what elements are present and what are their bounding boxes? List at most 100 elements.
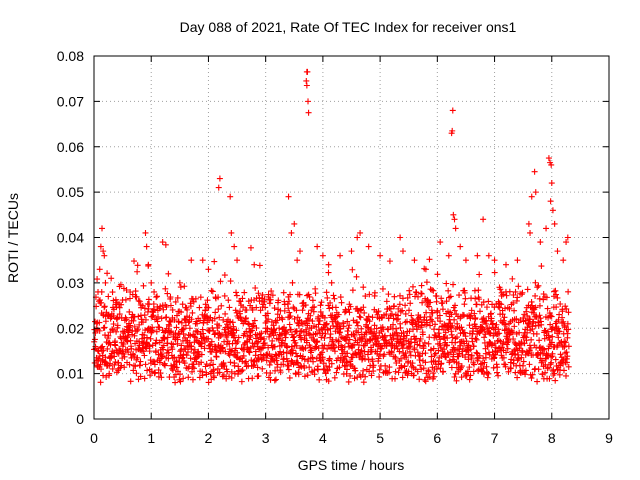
data-point [98,299,105,306]
data-point [272,367,279,374]
data-point [160,342,167,349]
data-point [164,290,171,297]
data-point [222,310,229,317]
data-point-labelled [485,252,492,259]
data-point [280,361,287,368]
data-point [281,307,288,314]
data-point [161,335,168,342]
data-point [406,348,413,355]
data-point [430,287,437,294]
data-point [227,359,234,366]
data-point-labelled [231,243,238,250]
data-point [467,312,474,319]
data-point [425,367,432,374]
data-point [221,292,228,299]
data-point [475,287,482,294]
data-point [441,321,448,328]
data-point [131,258,138,265]
data-point [147,335,154,342]
data-point [433,334,440,341]
data-point [321,314,328,321]
data-point [398,364,405,371]
data-point [350,317,357,324]
data-point [423,279,430,286]
data-point [443,298,450,305]
data-point [518,339,525,346]
data-point [386,364,393,371]
data-point [437,365,444,372]
data-point [267,296,274,303]
data-point [333,369,340,376]
data-point [347,303,354,310]
data-point [281,324,288,331]
data-point-labelled [105,293,112,300]
data-point [452,335,459,342]
data-point [528,375,535,382]
data-point [449,334,456,341]
data-point [201,345,208,352]
data-point [189,376,196,383]
data-point [518,354,525,361]
data-point [185,319,192,326]
data-point [289,279,296,286]
data-point [207,341,214,348]
data-point-labelled [215,184,222,191]
data-point [343,366,350,373]
data-point [238,317,245,324]
data-point [419,299,426,306]
data-point [498,301,505,308]
data-point-labelled [95,288,102,295]
data-point [171,316,178,323]
data-point [272,376,279,383]
data-point [427,286,434,293]
data-point [463,338,470,345]
data-point [534,378,541,385]
data-point [562,339,569,346]
data-point [386,258,393,265]
data-point [268,288,275,295]
data-point [545,364,552,371]
data-point [155,366,162,373]
data-point [477,308,484,315]
data-point [96,353,103,360]
data-point [295,360,302,367]
data-point [361,309,368,316]
data-point-labelled [474,252,481,259]
data-point [242,358,249,365]
data-point [544,305,551,312]
data-point [252,284,259,291]
data-point [488,315,495,322]
data-point [278,342,285,349]
data-point [556,328,563,335]
data-point [143,345,150,352]
data-point [462,295,469,302]
data-point [421,376,428,383]
data-point [390,335,397,342]
data-point [315,327,322,334]
data-point [189,368,196,375]
data-point [211,374,218,381]
data-point [421,314,428,321]
data-point [346,309,353,316]
data-point [113,304,120,311]
data-point [352,367,359,374]
data-point [110,321,117,328]
data-point [283,355,290,362]
data-point-labelled [93,357,100,364]
data-point [461,312,468,319]
data-point [323,321,330,328]
data-point [319,349,326,356]
data-point [443,280,450,287]
data-point [342,363,349,370]
data-point [422,378,429,385]
data-point [388,349,395,356]
data-point [519,289,526,296]
data-point [420,343,427,350]
data-point [249,306,256,313]
data-point [127,337,134,344]
data-point [239,295,246,302]
data-point [403,354,410,361]
data-point [404,372,411,379]
data-point [132,363,139,370]
data-point-labelled [554,248,561,255]
